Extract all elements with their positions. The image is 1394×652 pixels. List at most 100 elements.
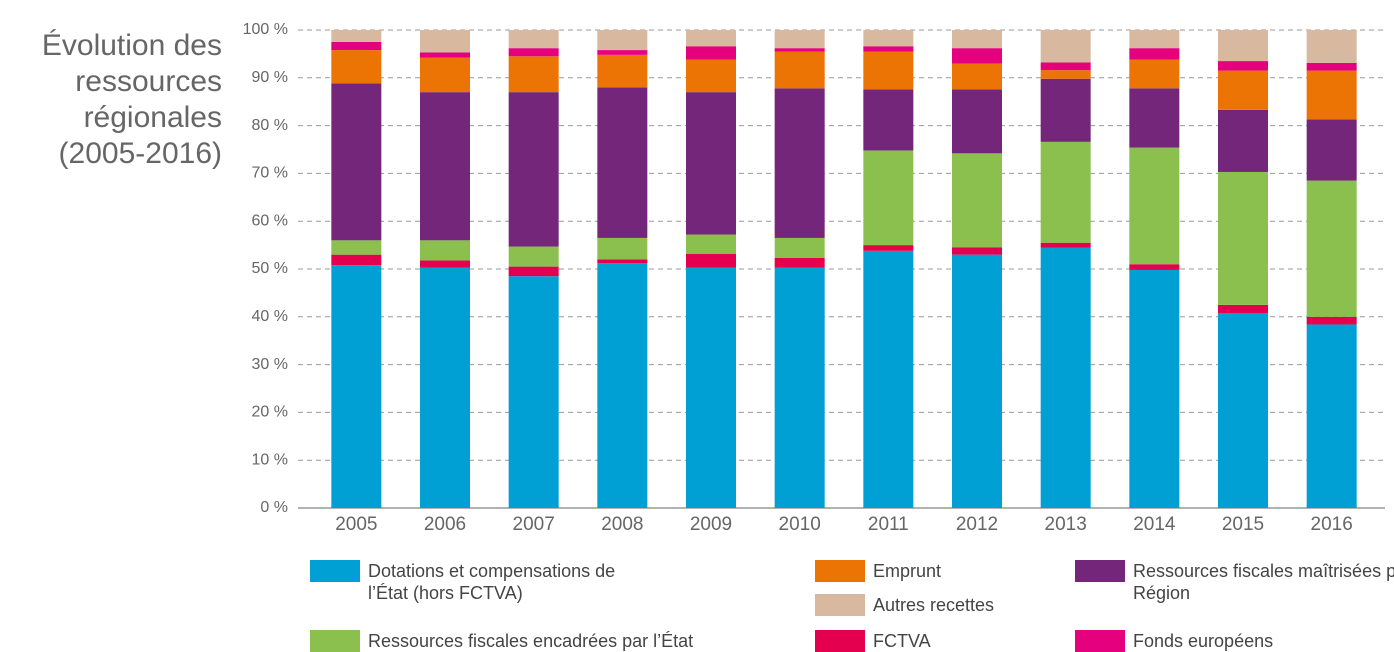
y-tick-label: 40 % <box>252 308 288 325</box>
bar-segment <box>508 48 559 57</box>
bar-segment <box>1129 147 1180 265</box>
y-tick-label: 50 % <box>252 260 288 277</box>
bar-segment <box>508 30 559 49</box>
bar-segment <box>1306 30 1357 63</box>
bar-segment <box>863 30 914 47</box>
bar-segment <box>420 267 470 508</box>
bar-segment <box>952 254 1002 508</box>
bar-segment <box>1040 141 1091 243</box>
bar-segment <box>1306 62 1357 71</box>
bar-segment <box>597 259 648 264</box>
chart-title: Évolution des ressources régionales (200… <box>41 29 222 170</box>
x-tick-label: 2008 <box>601 514 643 535</box>
bar-segment <box>597 263 648 508</box>
bar-segment <box>1306 316 1357 325</box>
bar-segment <box>420 30 470 53</box>
x-tick-label: 2014 <box>1133 514 1176 535</box>
legend-label: Dotations et compensations de l’État (ho… <box>368 561 616 603</box>
legend-label: Ressources fiscales maîtrisées par la Ré… <box>1133 561 1394 603</box>
bar-segment <box>774 51 825 89</box>
bar-segment <box>1306 180 1357 317</box>
bar-segment <box>1129 30 1180 49</box>
y-tick-label: 70 % <box>252 165 288 182</box>
bar-segment <box>1218 109 1268 172</box>
bar-segment <box>686 46 736 60</box>
bar-segment <box>1306 70 1357 120</box>
bar-segment <box>331 254 382 266</box>
bar-segment <box>1129 48 1180 60</box>
x-tick-label: 2012 <box>956 514 998 535</box>
legend-swatch <box>310 560 360 582</box>
x-tick-label: 2013 <box>1045 514 1087 535</box>
bar-segment <box>1218 61 1268 71</box>
bar-segment <box>597 50 648 55</box>
bar-segment <box>331 83 382 241</box>
legend-swatch <box>815 560 865 582</box>
bar-segment <box>508 92 559 247</box>
bar-segment <box>420 57 470 93</box>
bar-segment <box>597 30 648 51</box>
bar-segment <box>1040 78 1091 142</box>
bar-segment <box>1040 30 1091 63</box>
bar-segment <box>1218 70 1268 110</box>
bar-segment <box>686 92 736 235</box>
bar-segment <box>686 59 736 93</box>
bar-segment <box>863 46 914 52</box>
bar-segment <box>774 267 825 508</box>
bar-segment <box>420 240 470 261</box>
legend-item: FCTVA <box>815 630 1073 652</box>
legend-item: Dotations et compensations de l’État (ho… <box>310 560 658 604</box>
bar-segment <box>1306 324 1357 508</box>
bar-segment <box>508 56 559 93</box>
y-tick-label: 0 % <box>260 499 288 516</box>
bar-segment <box>952 89 1002 154</box>
bar-segment <box>863 51 914 90</box>
bar-segment <box>686 267 736 508</box>
bar-segment <box>420 92 470 241</box>
legend-item: Emprunt <box>815 560 1073 582</box>
x-tick-label: 2007 <box>513 514 555 535</box>
bar-segment <box>597 87 648 238</box>
legend-swatch <box>1075 560 1125 582</box>
legend-item: Autres recettes <box>815 594 1073 616</box>
bar-segment <box>952 48 1002 64</box>
y-tick-label: 80 % <box>252 117 288 134</box>
bar-segment <box>1040 247 1091 509</box>
bar-segment <box>863 250 914 508</box>
x-tick-label: 2005 <box>335 514 377 535</box>
bar-segment <box>1218 312 1268 508</box>
bar-segment <box>686 30 736 47</box>
bar-segment <box>331 50 382 84</box>
bar-segment <box>1129 269 1180 508</box>
legend-item: Fonds européens <box>1075 630 1394 652</box>
bar-segment <box>508 246 559 267</box>
bar-segment <box>1218 30 1268 62</box>
bar-segment <box>774 237 825 259</box>
x-tick-label: 2009 <box>690 514 732 535</box>
bar-segment <box>508 276 559 508</box>
bar-segment <box>1040 62 1091 71</box>
bar-segment <box>597 54 648 88</box>
bar-segment <box>686 253 736 268</box>
x-tick-label: 2016 <box>1311 514 1353 535</box>
y-tick-label: 90 % <box>252 69 288 86</box>
y-tick-label: 20 % <box>252 404 288 421</box>
bar-segment <box>774 258 825 268</box>
legend-label: Ressources fiscales encadrées par l’État <box>368 631 694 651</box>
bar-segment <box>331 240 382 255</box>
bar-segment <box>952 30 1002 49</box>
legend-item: Ressources fiscales maîtrisées par la Ré… <box>1075 560 1394 604</box>
y-tick-label: 30 % <box>252 356 288 373</box>
bar-segment <box>863 245 914 251</box>
bar-segment <box>1040 242 1091 248</box>
bar-segment <box>1218 171 1268 305</box>
bar-segment <box>1129 59 1180 89</box>
bar-segment <box>774 88 825 238</box>
bar-segment <box>1218 304 1268 313</box>
bar-segment <box>597 237 648 260</box>
bar-segment <box>952 153 1002 248</box>
bar-segment <box>863 89 914 151</box>
legend-label: FCTVA <box>873 631 931 651</box>
